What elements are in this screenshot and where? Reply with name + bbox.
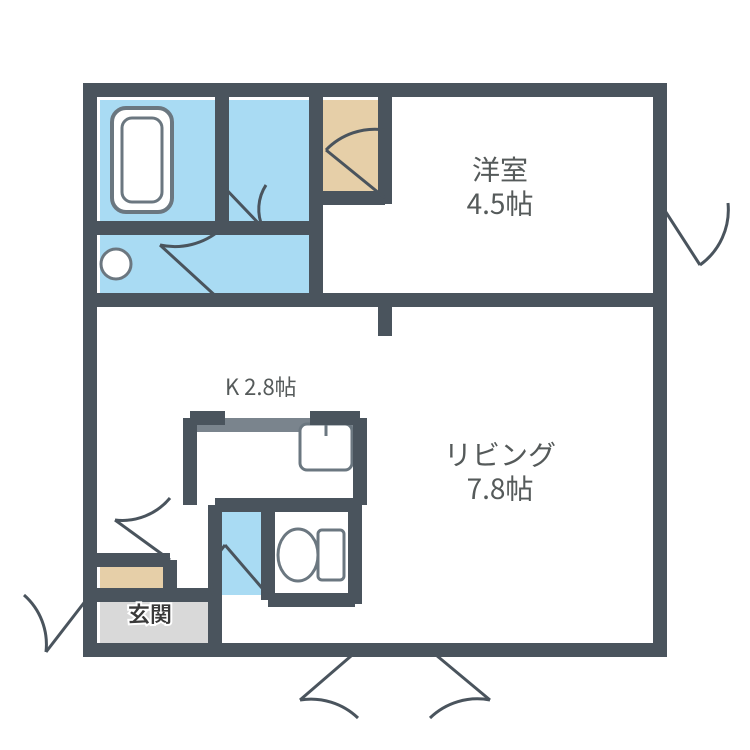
bedroom-closet <box>316 100 380 195</box>
kitchen-label: K 2.8帖 <box>225 370 297 402</box>
living-label-line2: 7.8帖 <box>467 468 534 508</box>
toilet-bowl-icon <box>278 529 318 581</box>
bedroom-label: 洋室4.5帖 <box>467 149 534 223</box>
floor-plan: { "canvas": { "w": 750, "h": 750, "bg": … <box>0 0 750 750</box>
entrance-label: 玄関 <box>128 597 172 629</box>
washbasin-icon <box>101 249 131 279</box>
toilet-tank <box>318 530 344 580</box>
floor-plan-svg: 洋室4.5帖リビング7.8帖K 2.8帖玄関 <box>0 0 750 750</box>
bedroom-label-line2: 4.5帖 <box>467 183 534 223</box>
